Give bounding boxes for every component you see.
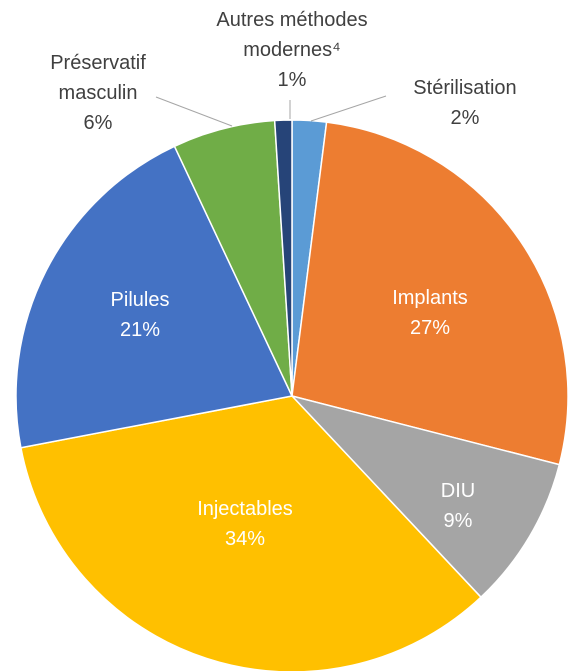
- category-name: Injectables: [197, 498, 293, 520]
- slice-label: Injectables 34%: [165, 494, 325, 554]
- slice-label: Stérilisation 2%: [385, 73, 545, 133]
- value-label: 21%: [119, 319, 161, 341]
- value-label: 27%: [409, 317, 451, 339]
- pie-slice: [291, 121, 569, 466]
- slice-label: DIU 9%: [398, 476, 518, 536]
- pie-slice: [289, 394, 561, 599]
- slice-label: Autres méthodes modernes⁴ 1%: [202, 5, 382, 95]
- pie-slice: [20, 395, 482, 671]
- category-name: Pilules: [110, 289, 170, 311]
- slice-label: Pilules 21%: [70, 285, 210, 345]
- category-name: DIU: [440, 480, 476, 502]
- leader-line: [155, 96, 233, 127]
- value-label: 6%: [83, 112, 113, 134]
- value-label: 1%: [277, 69, 307, 91]
- pie-slice: [15, 145, 294, 449]
- value-label: 9%: [443, 510, 473, 532]
- slice-label: Préservatif masculin 6%: [33, 48, 163, 138]
- category-name: Stérilisation: [413, 77, 517, 99]
- leader-line: [310, 95, 387, 122]
- value-label: 34%: [224, 528, 266, 550]
- pie-slice: [273, 119, 293, 397]
- category-name: Autres méthodes modernes⁴: [216, 9, 368, 61]
- category-name: Implants: [392, 287, 468, 309]
- category-name: Préservatif masculin: [50, 52, 146, 104]
- value-label: 2%: [450, 107, 480, 129]
- slice-label: Implants 27%: [350, 283, 510, 343]
